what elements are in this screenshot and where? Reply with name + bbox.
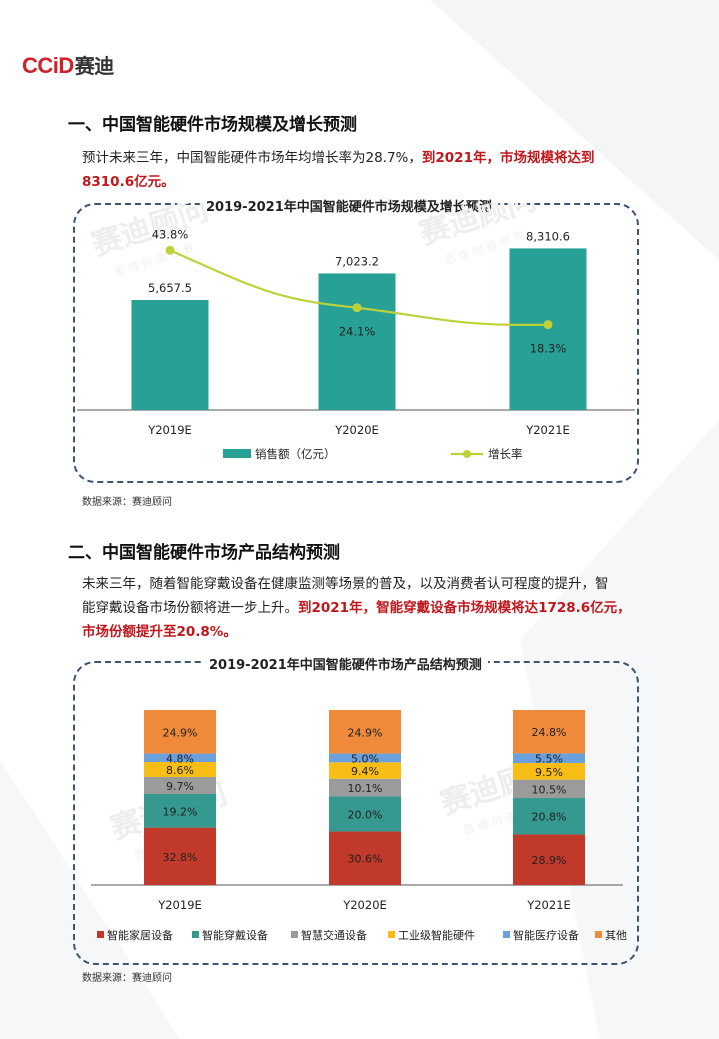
stack-segment-智能医疗设备 (329, 753, 401, 763)
growth-rate-label: 18.3% (530, 342, 567, 356)
segment-value-label: 5.0% (351, 752, 379, 765)
x-tick-label: Y2019E (147, 423, 192, 437)
segment-value-label: 28.9% (532, 854, 567, 867)
section1-paragraph: 预计未来三年，中国智能硬件市场年均增长率为28.7%，到2021年，市场规模将达… (82, 150, 595, 190)
segment-value-label: 20.0% (348, 808, 383, 821)
growth-rate-label: 43.8% (152, 227, 189, 241)
stack-segment-智能穿戴设备 (513, 798, 585, 835)
x-tick-label: Y2020E (334, 423, 379, 437)
legend-sales-label: 销售额（亿元） (255, 447, 336, 461)
stack-segment-其他 (144, 710, 216, 754)
chart2-source: 数据来源：赛迪顾问 (82, 973, 172, 984)
segment-value-label: 5.5% (535, 753, 563, 766)
legend-label: 其他 (605, 929, 627, 942)
chart1-source: 数据来源：赛迪顾问 (82, 497, 172, 508)
segment-value-label: 24.8% (532, 726, 567, 739)
legend-label: 工业级智能硬件 (398, 928, 475, 942)
legend-swatch-智能穿戴设备 (192, 931, 199, 938)
x-tick-label: Y2021E (526, 898, 571, 912)
segment-value-label: 4.8% (166, 752, 194, 765)
legend-growth-marker (463, 450, 471, 458)
stack-segment-智能家居设备 (329, 831, 401, 885)
product-structure-chart: 赛迪顾问 思 维 创 造 世 界 赛迪顾问 思 维 创 造 世 界 32.8%1… (91, 710, 627, 942)
chart1-title: 2019-2021年中国智能硬件市场规模及增长预测 (200, 196, 498, 215)
x-tick-label: Y2020E (342, 898, 387, 912)
segment-value-label: 32.8% (163, 851, 198, 864)
stack-segment-智能穿戴设备 (144, 794, 216, 828)
legend-label: 智能穿戴设备 (202, 928, 268, 942)
chart2-title: 2019-2021年中国智能硬件市场产品结构预测 (203, 654, 488, 673)
section1-heading: 一、中国智能硬件市场规模及增长预测 (68, 115, 357, 135)
legend-swatch-其他 (595, 931, 602, 938)
stack-segment-智慧交通设备 (144, 777, 216, 794)
legend-label: 智能家居设备 (107, 928, 173, 942)
segment-value-label: 10.5% (532, 783, 567, 796)
stack-segment-智能医疗设备 (144, 753, 216, 762)
growth-rate-point (165, 245, 175, 255)
growth-rate-point (543, 320, 553, 330)
bar-sales-Y2019E (131, 299, 209, 410)
bar-sales-Y2021E (509, 248, 587, 410)
stack-segment-智慧交通设备 (329, 778, 401, 797)
legend-swatch-工业级智能硬件 (388, 931, 395, 938)
section2-paragraph: 未来三年，随着智能穿戴设备在健康监测等场景的普及，以及消费者认可程度的提升，智 … (82, 576, 631, 640)
bar-value-label: 8,310.6 (526, 229, 570, 243)
stack-segment-智能医疗设备 (513, 753, 585, 764)
segment-value-label: 8.6% (166, 764, 194, 777)
bar-value-label: 7,023.2 (335, 254, 379, 268)
stack-segment-智能家居设备 (513, 834, 585, 885)
legend-swatch-智慧交通设备 (291, 931, 298, 938)
market-size-chart: 赛迪顾问 思 维 创 造 世 界 赛迪顾问 思 维 创 造 世 界 5,657.… (77, 203, 635, 461)
segment-value-label: 10.1% (348, 782, 383, 795)
segment-value-label: 20.8% (532, 811, 567, 824)
legend-growth-label: 增长率 (488, 447, 523, 461)
stack-segment-工业级智能硬件 (329, 762, 401, 779)
bar-value-label: 5,657.5 (148, 281, 192, 295)
segment-value-label: 9.5% (535, 766, 563, 779)
legend-sales-swatch (223, 449, 251, 458)
segment-value-label: 24.9% (163, 726, 198, 739)
section2-heading: 二、中国智能硬件市场产品结构预测 (68, 543, 340, 563)
stack-segment-智能穿戴设备 (329, 796, 401, 832)
segment-value-label: 9.4% (351, 765, 379, 778)
growth-rate-label: 24.1% (339, 325, 376, 339)
stack-segment-其他 (329, 710, 401, 754)
stack-segment-智慧交通设备 (513, 779, 585, 799)
stack-segment-其他 (513, 710, 585, 754)
legend-swatch-智能家居设备 (97, 931, 104, 938)
segment-value-label: 9.7% (166, 780, 194, 793)
segment-value-label: 30.6% (348, 853, 383, 866)
segment-value-label: 19.2% (163, 805, 198, 818)
stack-segment-智能家居设备 (144, 827, 216, 885)
stack-segment-工业级智能硬件 (513, 763, 585, 780)
stack-segment-工业级智能硬件 (144, 761, 216, 778)
growth-rate-point (352, 303, 362, 313)
ccid-logo: CCiD赛迪 (22, 53, 114, 78)
legend-label: 智能医疗设备 (513, 928, 579, 942)
x-tick-label: Y2019E (157, 898, 202, 912)
legend-label: 智慧交通设备 (301, 928, 367, 942)
segment-value-label: 24.9% (348, 726, 383, 739)
legend-swatch-智能医疗设备 (503, 931, 510, 938)
bar-sales-Y2020E (318, 273, 396, 410)
x-tick-label: Y2021E (525, 423, 570, 437)
